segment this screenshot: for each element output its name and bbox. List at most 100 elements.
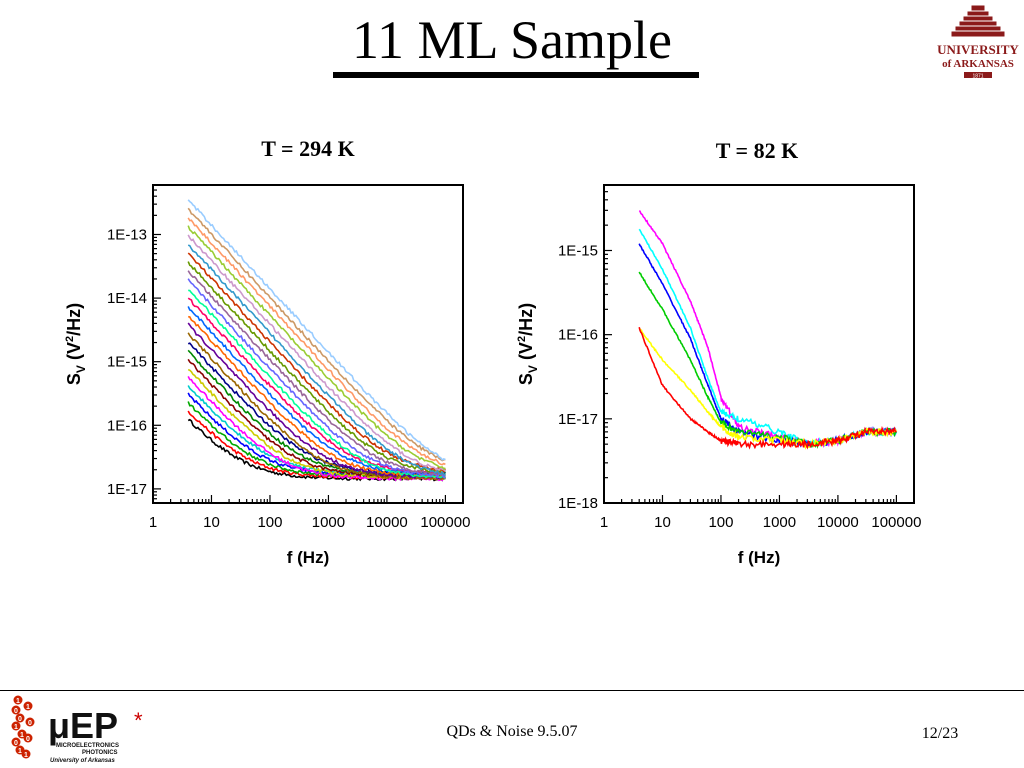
binary-digit: 0	[26, 736, 30, 743]
x-tick-label: 1	[600, 514, 608, 531]
microep-logo-line1: MICROELECTRONICS	[56, 743, 119, 749]
y-tick-label: 1E-13	[107, 226, 147, 243]
series-line-14	[187, 306, 446, 477]
x-axis-label: f (Hz)	[738, 548, 780, 567]
binary-digit: 0	[18, 716, 22, 723]
x-tick-label: 100000	[871, 514, 921, 531]
series-line-6	[638, 327, 897, 450]
chart-82k: 1 10 100 1000 10000 100000 1E-18 1E-17 1E-16 1E-1…	[510, 170, 960, 590]
binary-digit: 1	[20, 732, 24, 739]
plot-frame	[152, 184, 464, 504]
x-tick-label: 10000	[817, 514, 859, 531]
x-tick-label: 100	[708, 514, 733, 531]
binary-digit: 0	[28, 720, 32, 727]
y-axis: 1E-18 1E-17 1E-16 1E-15	[558, 191, 612, 512]
series-line-26	[187, 199, 446, 461]
y-tick-label: 1E-17	[107, 481, 147, 498]
series-line-25	[187, 207, 446, 462]
binary-digit: 0	[14, 708, 18, 715]
plot-area	[187, 199, 447, 482]
footer-rule	[0, 690, 1024, 691]
binary-digit: 1	[14, 724, 18, 731]
binary-digit: 1	[16, 698, 20, 705]
series-line-23	[187, 225, 446, 470]
slide-title: 11 ML Sample	[352, 10, 672, 70]
binary-bubble	[25, 717, 35, 727]
footer-caption: QDs & Noise 9.5.07	[446, 723, 578, 740]
y-tick-label: 1E-16	[558, 327, 598, 344]
y-tick-label: 1E-15	[558, 242, 598, 259]
y-label-sup: 2	[516, 336, 528, 342]
binary-digit: 0	[14, 740, 18, 747]
y-tick-label: 1E-14	[107, 290, 147, 307]
y-label-part: S	[64, 373, 84, 385]
x-axis: 1 10 100 1000 10000 100000	[600, 495, 921, 531]
university-logo-line1: UNIVERSITY	[937, 42, 1019, 57]
y-label-part: (V	[64, 342, 84, 365]
series-line-21	[187, 244, 446, 476]
y-axis-label: SV (V2/Hz)	[516, 303, 540, 385]
chart-82k-svg: 1 10 100 1000 10000 1000001E-181E-171E-161E-1…	[516, 184, 921, 567]
binary-digit: 1	[24, 752, 28, 759]
binary-bubble	[11, 705, 21, 715]
y-label-part: S	[516, 373, 536, 385]
x-tick-label: 10	[203, 514, 220, 531]
y-tick-label: 1E-15	[107, 354, 147, 371]
university-logo-year: 1871	[972, 74, 983, 80]
binary-bubble	[23, 733, 33, 743]
x-tick-label: 10000	[366, 514, 408, 531]
x-axis: 1 10 100 1000 10000 100000	[149, 495, 470, 531]
binary-bubble	[23, 701, 33, 711]
series-line-22	[187, 234, 446, 472]
x-tick-label: 1000	[763, 514, 796, 531]
chart-294k-svg: 1 10 100 1000 10000 100000 1E-17 1E-16 1E-15 1E-1…	[64, 184, 470, 567]
y-label-sup: 2	[64, 336, 76, 342]
y-label-sub: V	[74, 365, 88, 373]
star-icon: *	[134, 708, 143, 733]
series-line-18	[187, 270, 446, 477]
series-line-12	[187, 322, 446, 480]
x-tick-label: 1000	[312, 514, 345, 531]
x-tick-label: 100	[257, 514, 282, 531]
y-label-part: (V	[516, 342, 536, 365]
page-number: 12/23	[921, 725, 959, 742]
binary-bubble	[13, 695, 23, 705]
binary-digit: 1	[18, 748, 22, 755]
microep-logo-line2: PHOTONICS	[82, 750, 118, 756]
binary-bubble	[11, 721, 21, 731]
y-tick-label: 1E-18	[558, 495, 598, 512]
binary-bubble	[11, 737, 21, 747]
panel-title-82k: T = 82 K	[715, 138, 799, 163]
series-line-19	[187, 261, 446, 475]
x-tick-label: 1	[149, 514, 157, 531]
series-line-15	[187, 297, 446, 476]
university-of-arkansas-logo: UNIVERSITY of ARKANSAS 1871	[937, 5, 1019, 80]
university-logo-line2: of ARKANSAS	[942, 58, 1014, 70]
x-tick-label: 10	[654, 514, 671, 531]
series-line-11	[187, 332, 446, 481]
title-underline	[333, 72, 699, 78]
panel-title-294k: T = 294 K	[261, 136, 355, 161]
chart-294k: 1 10 100 1000 10000 100000 1E-17 1E-16 1E-15 1E-1…	[60, 170, 510, 590]
old-main-building-icon	[951, 5, 1005, 37]
x-axis-label: f (Hz)	[287, 548, 329, 567]
microep-logo-line3: University of Arkansas	[50, 758, 115, 764]
series-line-1	[638, 210, 898, 449]
y-tick-label: 1E-17	[558, 411, 598, 428]
series-line-17	[187, 278, 446, 479]
series-line-24	[187, 217, 446, 466]
binary-bubble	[21, 749, 31, 759]
y-label-part: /Hz)	[64, 303, 84, 336]
y-tick-label: 1E-16	[107, 417, 147, 434]
y-label-sub: V	[526, 365, 540, 373]
plot-frame	[603, 184, 915, 504]
plot-area	[638, 210, 898, 450]
series-line-16	[188, 289, 447, 480]
x-tick-label: 100000	[420, 514, 470, 531]
binary-digit: 1	[26, 704, 30, 711]
y-label-part: /Hz)	[516, 303, 536, 336]
series-line-5	[638, 327, 898, 450]
microep-logo-letters: μEP	[48, 705, 118, 746]
